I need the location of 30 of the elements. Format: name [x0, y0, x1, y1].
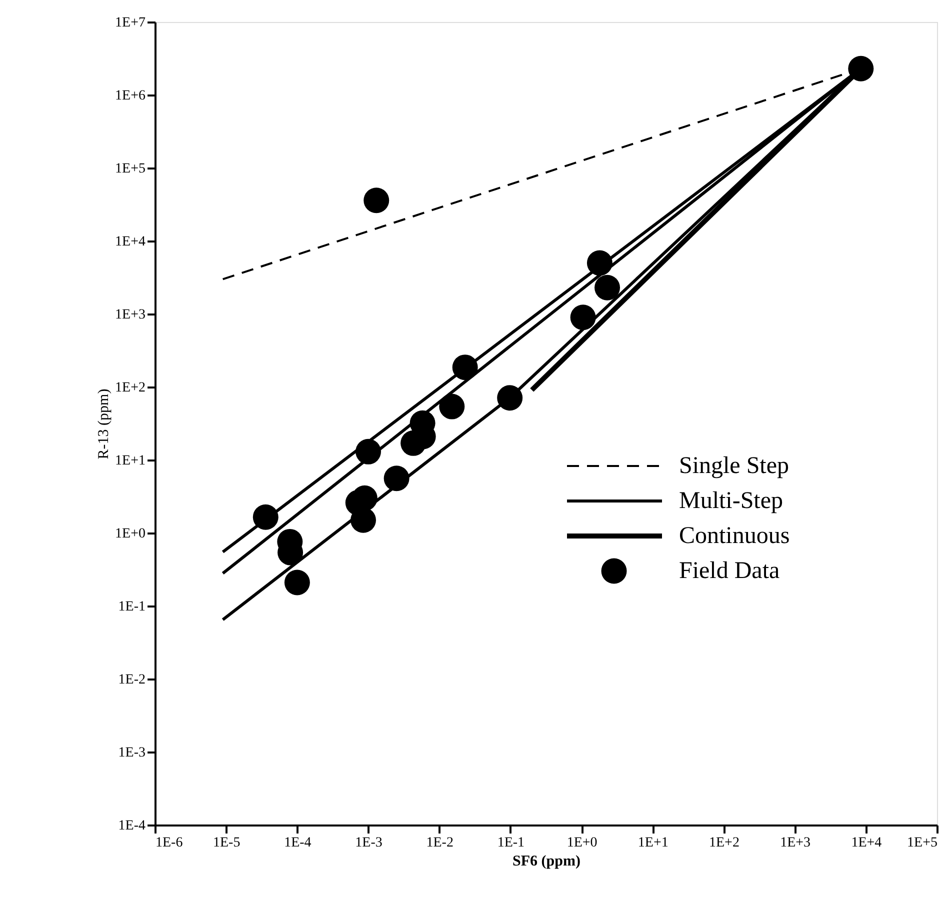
- x-tick-label: 1E+4: [851, 836, 882, 850]
- y-tick-label: 1E+7: [115, 16, 146, 30]
- y-tick-label: 1E-3: [118, 746, 146, 760]
- legend-label: Continuous: [679, 523, 790, 549]
- y-tick-label: 1E-2: [118, 672, 146, 688]
- x-tick-label: 1E+2: [709, 836, 740, 850]
- y-tick-label: 1E+5: [115, 162, 146, 176]
- y-tick-label: 1E+4: [115, 234, 146, 250]
- y-tick-label: 1E+1: [115, 454, 146, 468]
- x-tick-label: 1E-3: [355, 836, 382, 850]
- x-tick-label: 1E-4: [284, 836, 312, 850]
- x-tick-label: 1E-6: [156, 836, 183, 850]
- legend-label: Field Data: [679, 558, 780, 584]
- x-tick-label: 1E+5: [907, 836, 938, 850]
- x-tick-label: 1E+3: [780, 836, 811, 850]
- y-axis-title: R-13 (ppm): [96, 388, 112, 460]
- x-tick-label: 1E+0: [566, 836, 598, 850]
- y-tick-label: 1E+0: [115, 526, 146, 542]
- legend-label: Single Step: [679, 453, 790, 479]
- y-tick-label: 1E+6: [115, 88, 146, 104]
- x-axis-title: SF6 (ppm): [512, 854, 580, 870]
- x-tick-label: 1E-2: [426, 836, 454, 850]
- y-tick-label: 1E+2: [115, 380, 146, 396]
- x-tick-label: 1E-5: [212, 836, 240, 850]
- y-tick-label: 1E+3: [115, 308, 146, 322]
- legend-label: Multi-Step: [679, 488, 784, 514]
- x-tick-label: 1E+1: [638, 836, 668, 850]
- y-tick-label: 1E-1: [118, 600, 146, 614]
- x-tick-label: 1E-1: [497, 836, 525, 850]
- y-tick-label: 1E-4: [118, 818, 146, 834]
